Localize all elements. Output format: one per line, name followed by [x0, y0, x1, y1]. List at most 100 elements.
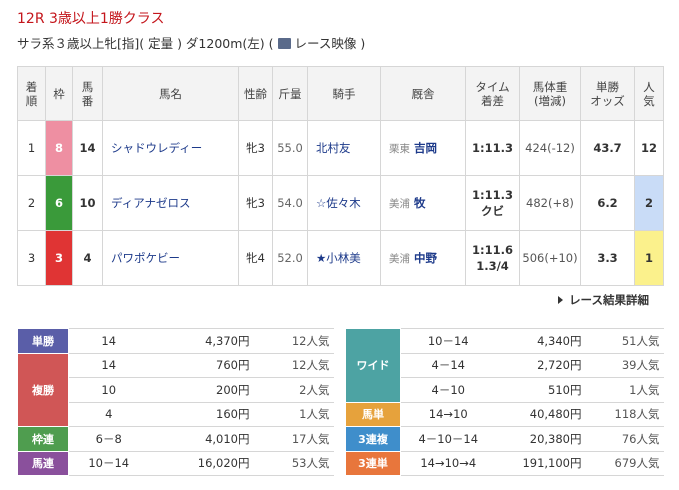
- jockey[interactable]: ★小林美: [316, 251, 361, 265]
- payout-popularity: 51人気: [585, 328, 664, 354]
- payout-popularity: 1人気: [585, 377, 664, 403]
- payout: 160円: [148, 401, 254, 427]
- result-row: 3 3 4 パワポケビー 牝4 52.0 ★小林美 美浦 中野 1:11.6 1.3/4 506(+1…: [17, 230, 664, 286]
- bet-type: 枠連: [17, 426, 69, 452]
- column-header: 厩舎: [380, 66, 466, 121]
- column-header-text: 厩舎: [411, 86, 435, 101]
- payout-row: 単勝 14 4,370円 12人気: [17, 328, 334, 354]
- jockey-cell: 北村友: [307, 120, 381, 176]
- stable-area: 美浦: [389, 252, 410, 265]
- payout-popularity: 76人気: [585, 426, 664, 452]
- trainer[interactable]: 吉岡: [414, 140, 437, 155]
- time: 1:11.6: [472, 243, 513, 257]
- time: 1:11.3: [472, 141, 513, 155]
- time: 1:11.3: [472, 188, 513, 202]
- payout: 191,100円: [495, 450, 586, 476]
- payout: 200円: [148, 377, 254, 403]
- payout-row: 4－10 510円 1人気: [346, 377, 664, 403]
- waku: 3: [45, 230, 73, 286]
- payout: 4,370円: [148, 328, 254, 354]
- horse-number: 14: [72, 120, 103, 176]
- sex-age: 牝3: [238, 120, 273, 176]
- payout-row: 4 160円 1人気: [18, 401, 334, 427]
- payout-row: 3連単 14→10→4 191,100円 679人気: [345, 450, 664, 476]
- body-weight: 482(+8): [519, 175, 581, 231]
- jockey[interactable]: ☆佐々木: [316, 196, 361, 210]
- column-header: 馬番: [72, 66, 103, 121]
- odds: 3.3: [580, 230, 635, 286]
- horse-name[interactable]: シャドウレディー: [111, 141, 203, 155]
- payout-popularity: 12人気: [253, 328, 334, 354]
- column-header-text: 枠: [53, 86, 65, 101]
- horse-number: 4: [72, 230, 103, 286]
- horse-number: 10: [72, 175, 103, 231]
- result-row: 1 8 14 シャドウレディー 牝3 55.0 北村友 栗東 吉岡 1:11.3 424(-12) 4…: [17, 120, 664, 176]
- jockey-cell: ☆佐々木: [307, 175, 381, 231]
- combination: 10－14: [68, 450, 149, 476]
- bet-type: 馬単: [345, 401, 401, 427]
- combination: 4－10: [400, 377, 496, 403]
- bet-type: 3連複: [345, 426, 401, 452]
- combination: 14: [68, 328, 149, 354]
- payout: 2,720円: [495, 352, 586, 378]
- sex-age: 牝4: [238, 230, 273, 286]
- body-weight: 424(-12): [519, 120, 581, 176]
- trainer[interactable]: 中野: [414, 250, 437, 265]
- stable-cell: 美浦 中野: [380, 230, 466, 286]
- column-header: 人気: [634, 66, 664, 121]
- column-header-text: 着: [25, 79, 38, 94]
- rank: 2: [17, 175, 46, 231]
- payout-popularity: 12人気: [253, 352, 334, 378]
- paren: ): [360, 36, 366, 51]
- payout-popularity: 39人気: [585, 352, 664, 378]
- column-header: 馬体重 (増減): [519, 66, 581, 121]
- jockey[interactable]: 北村友: [316, 141, 351, 155]
- bet-type: 3連単: [345, 450, 401, 476]
- payout-table-right: ワイド 10－14 4,340円 51人気 4－14 2,720円 39人気 4－10 510円…: [345, 328, 664, 476]
- race-title: 12R 3歳以上1勝クラス: [17, 11, 165, 27]
- video-link[interactable]: レース映像: [277, 36, 357, 51]
- horse-name[interactable]: ディアナゼロス: [111, 196, 191, 210]
- rank: 3: [17, 230, 46, 286]
- bet-type: ワイド: [345, 328, 401, 403]
- payout-table-left: 単勝 14 4,370円 12人気 複勝 14 760円 12人気 10 200円 2人気 4 160円…: [17, 328, 334, 476]
- payout-row: 複勝 14 760円 12人気: [17, 352, 334, 427]
- column-header: 斤量: [272, 66, 308, 121]
- combination: 10: [68, 377, 149, 403]
- column-header-text: 馬名: [159, 86, 182, 101]
- results-body: 1 8 14 シャドウレディー 牝3 55.0 北村友 栗東 吉岡 1:11.3 424(-12) 4…: [17, 120, 664, 286]
- detail-link[interactable]: レース結果詳細: [558, 292, 649, 308]
- horse-name-cell: ディアナゼロス: [102, 175, 239, 231]
- payout-popularity: 1人気: [253, 401, 334, 427]
- horse-name[interactable]: パワポケビー: [111, 251, 180, 265]
- payout-popularity: 2人気: [253, 377, 334, 403]
- race-conditions: サラ系３歳以上牝[指]( 定量 ) ダ1200m(左): [17, 36, 265, 51]
- payout: 40,480円: [495, 401, 586, 427]
- time-cell: 1:11.6 1.3/4: [465, 230, 520, 286]
- weight: 55.0: [272, 120, 308, 176]
- paren: (: [268, 36, 274, 51]
- column-header-text: 人: [643, 79, 655, 94]
- popularity: 12: [634, 120, 664, 176]
- stable-cell: 栗東 吉岡: [380, 120, 466, 176]
- column-header-text: 順: [25, 93, 38, 108]
- payout-row: 枠連 6－8 4,010円 17人気: [17, 426, 334, 452]
- column-header-text: タイム: [475, 79, 510, 94]
- column-header: 単勝 オッズ: [580, 66, 635, 121]
- combination: 4－14: [400, 352, 496, 378]
- column-header-text: 馬体重: [532, 79, 568, 94]
- column-header-text: (増減): [534, 93, 566, 108]
- payout-popularity: 679人気: [585, 450, 664, 476]
- payout-popularity: 53人気: [253, 450, 334, 476]
- column-header-text: 気: [643, 93, 655, 108]
- column-header: 着順: [17, 66, 46, 121]
- payout-row: 馬単 14→10 40,480円 118人気: [345, 401, 664, 427]
- payout-row: 馬連 10－14 16,020円 53人気: [17, 450, 334, 476]
- margin: 1.3/4: [476, 259, 509, 273]
- payout: 760円: [148, 352, 254, 378]
- trainer[interactable]: 牧: [414, 195, 426, 210]
- video-label: レース映像: [294, 36, 357, 51]
- column-header: 騎手: [307, 66, 381, 121]
- stable-cell: 美浦牧: [380, 175, 466, 231]
